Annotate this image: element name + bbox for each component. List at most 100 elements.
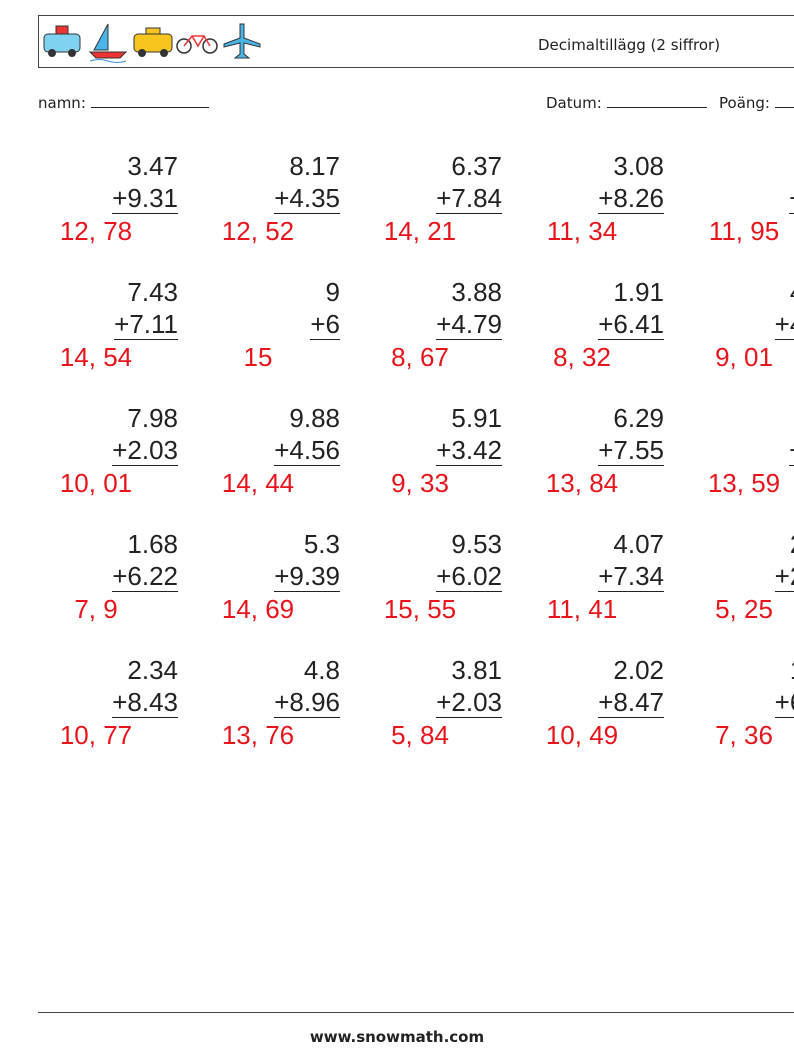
- addend-bottom-row: +2.: [626, 182, 794, 214]
- addend-bottom: +3.42: [436, 435, 502, 466]
- addend-top: 6.37: [451, 151, 502, 181]
- answer: 9, 33: [391, 468, 449, 498]
- addend-bottom: +2.03: [112, 435, 178, 466]
- addend-top: 7.43: [127, 277, 178, 307]
- answer: 10, 01: [59, 468, 133, 498]
- addend-bottom-row: +7.11: [0, 308, 178, 340]
- answer: 15: [243, 342, 273, 372]
- bicycle: [176, 35, 218, 54]
- answer: 13, 76: [221, 720, 295, 750]
- answer: 10, 49: [545, 720, 619, 750]
- addend-bottom: +6.02: [436, 561, 502, 592]
- addend-top: 5.3: [303, 529, 340, 559]
- addend-top: 4.: [626, 402, 794, 434]
- addend-top: 2.02: [613, 655, 664, 685]
- addend-bottom: +6.41: [598, 309, 664, 340]
- addend-top: 3.47: [127, 151, 178, 181]
- addend-bottom-row: +4.56: [140, 434, 340, 466]
- answer: 11, 34: [546, 216, 618, 246]
- answer: 5, 25: [715, 594, 773, 624]
- addend-top: 1.68: [127, 529, 178, 559]
- addend-bottom: +2.: [789, 184, 794, 214]
- addend-top: 1.2: [626, 654, 794, 686]
- addend-top: 3.08: [613, 151, 664, 181]
- addend-bottom: +9.: [789, 436, 794, 466]
- addend-bottom-row: +6: [140, 308, 340, 340]
- addend-bottom: +7.34: [598, 561, 664, 592]
- addend-bottom-row: +4.35: [140, 182, 340, 214]
- addend-bottom-row: +8.43: [0, 686, 178, 718]
- answer: 7, 9: [74, 594, 118, 624]
- addend-bottom-row: +7.84: [302, 182, 502, 214]
- answer: 12, 52: [221, 216, 295, 246]
- addend-bottom-row: +9.: [626, 434, 794, 466]
- addend-bottom-row: +4.79: [302, 308, 502, 340]
- score-field: Poäng:: [719, 93, 794, 112]
- addend-top: 2.34: [127, 655, 178, 685]
- addend-bottom: +4.79: [436, 309, 502, 340]
- answer: 12, 78: [59, 216, 133, 246]
- score-blank: [774, 93, 794, 108]
- answer: 15, 55: [383, 594, 457, 624]
- answer: 8, 32: [553, 342, 611, 372]
- addend-bottom-row: +6.1: [626, 686, 794, 718]
- addend-bottom: +8.26: [598, 183, 664, 214]
- addend-bottom: +8.43: [112, 687, 178, 718]
- date-label: Datum:: [546, 94, 602, 112]
- addend-bottom-row: +3.42: [302, 434, 502, 466]
- addend-top: 9.: [626, 150, 794, 182]
- addend-top: 3.81: [451, 655, 502, 685]
- addend-top: 8.17: [289, 151, 340, 181]
- answer: 5, 84: [391, 720, 449, 750]
- addend-top: 4.2: [626, 276, 794, 308]
- addend-top: 4.07: [613, 529, 664, 559]
- title: Decimaltillägg (2 siffror): [538, 36, 721, 54]
- addend-bottom: +4.56: [274, 435, 340, 466]
- answer: 14, 44: [221, 468, 295, 498]
- addend-bottom-row: +8.26: [464, 182, 664, 214]
- name-blank: [90, 93, 209, 108]
- answer: 10, 77: [59, 720, 133, 750]
- addend-bottom-row: +8.96: [140, 686, 340, 718]
- addend-bottom-row: +9.39: [140, 560, 340, 592]
- addend-bottom-row: +6.22: [0, 560, 178, 592]
- addend-bottom: +7.55: [598, 435, 664, 466]
- addend-bottom-row: +2.03: [0, 434, 178, 466]
- addend-bottom-row: +7.34: [464, 560, 664, 592]
- score-label: Poäng:: [719, 94, 770, 112]
- addend-bottom: +2.03: [436, 687, 502, 718]
- sailboat: [88, 23, 128, 63]
- addend-bottom-row: +2.8: [626, 560, 794, 592]
- answer: 14, 21: [383, 216, 457, 246]
- addend-bottom: +8.96: [274, 687, 340, 718]
- addend-top: 9: [325, 277, 340, 307]
- addend-top: 9.88: [289, 403, 340, 433]
- addend-bottom: +4.8: [774, 310, 794, 340]
- addend-top: 1.91: [613, 277, 664, 307]
- addend-top: 2.4: [626, 528, 794, 560]
- police-car: [43, 25, 81, 57]
- taxi: [133, 27, 173, 57]
- addend-bottom-row: +6.41: [464, 308, 664, 340]
- addend-bottom: +7.84: [436, 183, 502, 214]
- addend-bottom: +9.39: [274, 561, 340, 592]
- name-label: namn:: [38, 94, 86, 112]
- answer: 13, 59: [707, 468, 781, 498]
- addend-bottom: +7.11: [114, 309, 178, 340]
- header-box: [38, 15, 794, 68]
- addend-bottom: +2.8: [774, 562, 794, 592]
- addend-bottom-row: +2.03: [302, 686, 502, 718]
- addend-top: 6.29: [613, 403, 664, 433]
- addend-bottom: +9.31: [112, 183, 178, 214]
- answer: 9, 01: [715, 342, 773, 372]
- answer: 8, 67: [391, 342, 449, 372]
- addend-bottom-row: +7.55: [464, 434, 664, 466]
- answer: 14, 54: [59, 342, 133, 372]
- date-blank: [606, 93, 707, 108]
- addend-bottom: +8.47: [598, 687, 664, 718]
- addend-bottom: +4.35: [274, 183, 340, 214]
- addend-bottom: +6: [310, 309, 340, 340]
- answer: 11, 95: [708, 216, 780, 246]
- addend-bottom-row: +9.31: [0, 182, 178, 214]
